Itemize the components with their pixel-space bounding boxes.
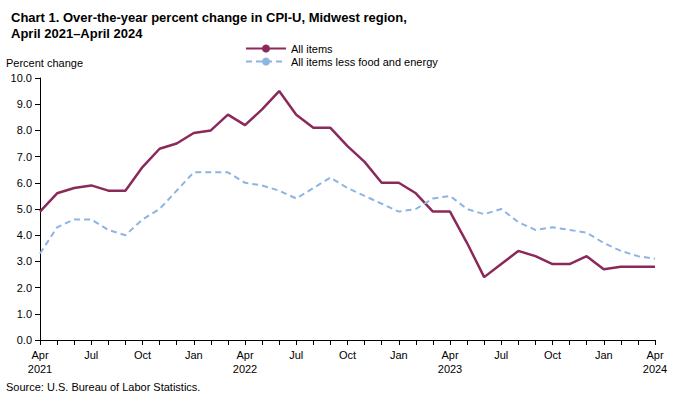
svg-text:4.0: 4.0 <box>17 229 32 241</box>
svg-text:6.0: 6.0 <box>17 177 32 189</box>
svg-text:Apr: Apr <box>646 349 663 361</box>
svg-text:8.0: 8.0 <box>17 124 32 136</box>
svg-text:3.0: 3.0 <box>17 255 32 267</box>
svg-text:Oct: Oct <box>134 349 151 361</box>
svg-text:2.0: 2.0 <box>17 282 32 294</box>
svg-text:7.0: 7.0 <box>17 151 32 163</box>
svg-text:Apr: Apr <box>441 349 458 361</box>
svg-text:Source: U.S. Bureau of Labor S: Source: U.S. Bureau of Labor Statistics. <box>6 381 200 393</box>
svg-text:2021: 2021 <box>28 363 52 375</box>
svg-text:Jul: Jul <box>84 349 98 361</box>
svg-text:2023: 2023 <box>438 363 462 375</box>
svg-text:All items: All items <box>291 43 333 55</box>
svg-text:2022: 2022 <box>233 363 257 375</box>
svg-text:Jan: Jan <box>390 349 408 361</box>
svg-text:Oct: Oct <box>544 349 561 361</box>
svg-text:Apr: Apr <box>236 349 253 361</box>
svg-text:5.0: 5.0 <box>17 203 32 215</box>
svg-text:Jan: Jan <box>595 349 613 361</box>
svg-text:1.0: 1.0 <box>17 308 32 320</box>
svg-text:2024: 2024 <box>643 363 667 375</box>
svg-text:Jan: Jan <box>185 349 203 361</box>
svg-text:All items less food and energy: All items less food and energy <box>291 56 438 68</box>
svg-text:9.0: 9.0 <box>17 98 32 110</box>
svg-text:0.0: 0.0 <box>17 334 32 346</box>
svg-text:Chart 1. Over-the-year percent: Chart 1. Over-the-year percent change in… <box>11 10 407 25</box>
svg-text:10.0: 10.0 <box>11 72 32 84</box>
svg-text:April 2021–April 2024: April 2021–April 2024 <box>11 26 143 41</box>
svg-text:Apr: Apr <box>31 349 48 361</box>
svg-text:Oct: Oct <box>339 349 356 361</box>
svg-text:Jul: Jul <box>494 349 508 361</box>
svg-text:Jul: Jul <box>289 349 303 361</box>
svg-text:Percent change: Percent change <box>6 57 83 69</box>
